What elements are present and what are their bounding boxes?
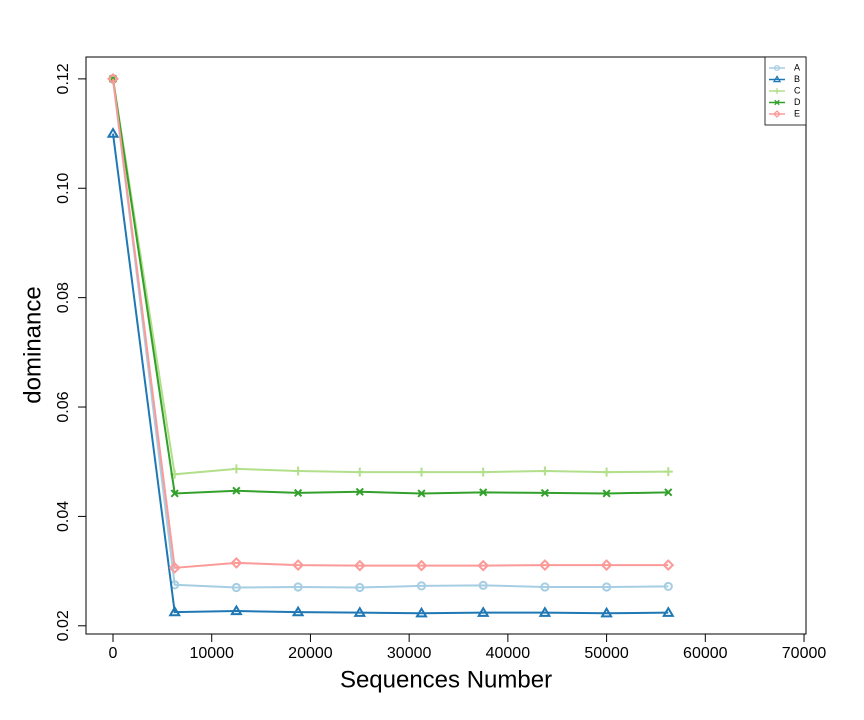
point: [540, 466, 550, 476]
point: [293, 466, 303, 476]
point: [415, 606, 428, 618]
point: [479, 488, 488, 497]
series: [108, 74, 673, 479]
x-tick-label: 10000: [189, 645, 234, 662]
point: [353, 606, 367, 617]
x-tick-label: 0: [109, 645, 118, 662]
point: [478, 580, 488, 590]
legend-marker: [773, 110, 781, 118]
x-axis-title: Sequences Number: [340, 666, 552, 693]
point: [294, 488, 303, 497]
x-tick-label: 50000: [584, 645, 629, 662]
x-tick-label: 20000: [288, 645, 333, 662]
point: [232, 486, 241, 495]
series: [108, 74, 673, 498]
point: [600, 606, 613, 618]
point: [231, 464, 241, 474]
x-tick-label: 70000: [782, 645, 827, 662]
series: [107, 72, 675, 574]
point: [664, 488, 673, 497]
x-tick-label: 40000: [486, 645, 531, 662]
y-tick-label: 0.02: [55, 610, 72, 641]
point: [355, 487, 364, 496]
plot-frame: [85, 56, 807, 635]
legend-label: A: [794, 62, 800, 72]
point: [477, 559, 490, 572]
line: [112, 78, 669, 495]
y-axis-title: dominance: [19, 286, 46, 403]
point: [540, 488, 549, 497]
point: [662, 606, 675, 617]
line: [112, 133, 669, 615]
point: [355, 582, 365, 593]
point: [417, 489, 426, 498]
point: [107, 72, 119, 85]
point: [538, 606, 552, 617]
y-tick-label: 0.10: [55, 173, 72, 204]
legend-marker: [773, 64, 781, 72]
x-tick-label: 30000: [387, 645, 432, 662]
line: [112, 78, 669, 589]
point: [663, 581, 673, 592]
point: [663, 467, 673, 477]
point: [291, 605, 305, 617]
point: [600, 559, 613, 572]
legend-label: C: [794, 85, 801, 95]
point: [415, 559, 428, 572]
point: [601, 582, 612, 592]
point: [538, 559, 551, 572]
line: [112, 78, 669, 476]
legend-marker: [772, 75, 782, 83]
point: [230, 556, 243, 569]
point: [540, 582, 550, 592]
point: [170, 489, 179, 498]
point: [292, 559, 305, 572]
point: [476, 606, 490, 617]
point: [168, 561, 181, 574]
point: [416, 467, 426, 477]
y-tick-label: 0.08: [55, 282, 72, 313]
point: [231, 582, 241, 593]
point: [602, 489, 611, 498]
legend-label: D: [794, 97, 801, 107]
point: [230, 604, 243, 616]
point: [106, 127, 120, 138]
legend-marker: [774, 88, 780, 94]
y-tick-label: 0.06: [55, 391, 72, 422]
point: [293, 582, 303, 592]
y-tick-label: 0.04: [55, 501, 72, 532]
point: [602, 467, 612, 477]
y-tick-label: 0.12: [55, 63, 72, 94]
line: [112, 78, 669, 569]
legend-marker: [774, 99, 780, 106]
series: [108, 74, 673, 593]
point: [416, 581, 427, 591]
series: [106, 127, 675, 618]
point: [353, 559, 366, 572]
legend-label: B: [794, 74, 800, 84]
point: [662, 559, 675, 572]
point: [478, 467, 488, 477]
point: [168, 605, 181, 617]
x-tick-label: 60000: [683, 645, 728, 662]
point: [355, 467, 365, 477]
legend-label: E: [794, 108, 800, 118]
